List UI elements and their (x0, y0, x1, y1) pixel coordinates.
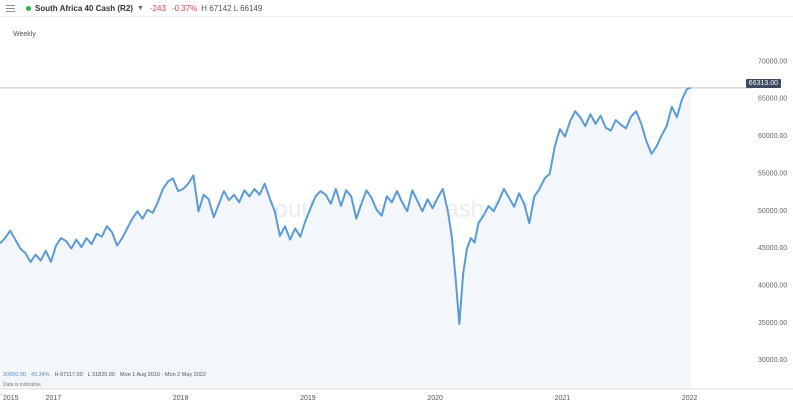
x-tick-label: 2015 (3, 395, 19, 401)
price-change-pct: -0.37% (171, 3, 198, 13)
high-low: H 67142 L 66149 (201, 3, 263, 13)
y-tick-label: 50000.00 (758, 208, 787, 215)
footer-high: H 67117.00 (54, 372, 83, 378)
price-change: -243 (149, 3, 166, 13)
footer-low: L 31825.00 (87, 372, 115, 378)
x-tick-label: 2017 (46, 395, 62, 401)
footer-change: 20050.00 (3, 372, 26, 378)
price-line (0, 86, 692, 325)
menu-icon[interactable] (6, 4, 15, 12)
footer-change-pct: 43.34% (30, 372, 50, 378)
price-chart[interactable]: South Africa 40 Cash (R2)30000.0035000.0… (0, 17, 793, 401)
y-tick-label: 30000.00 (758, 357, 787, 364)
instrument-header: South Africa 40 Cash (R2) ▼ -243 -0.37% … (0, 0, 793, 17)
footer-range: Mon 1 Aug 2016 - Mon 2 May 2022 (119, 372, 206, 378)
footer-stats: 20050.00 43.34% H 67117.00 L 31825.00 Mo… (3, 372, 206, 378)
x-tick-label: 2019 (300, 395, 316, 401)
market-status-dot (26, 5, 31, 11)
y-tick-label: 35000.00 (758, 320, 787, 327)
y-tick-label: 45000.00 (758, 245, 787, 252)
interval-label: Weekly (13, 31, 36, 38)
y-tick-label: 60000.00 (758, 133, 787, 140)
current-price-badge: 66313.00 (745, 79, 781, 88)
chevron-down-icon[interactable]: ▼ (136, 4, 144, 12)
price-area (0, 87, 691, 390)
x-tick-label: 2020 (427, 395, 443, 401)
y-tick-label: 70000.00 (758, 58, 787, 65)
x-tick-label: 2022 (682, 395, 698, 401)
y-tick-label: 65000.00 (758, 96, 787, 103)
disclaimer: Data is indicative (3, 382, 41, 388)
instrument-name[interactable]: South Africa 40 Cash (R2) (35, 3, 133, 13)
x-tick-label: 2021 (555, 395, 571, 401)
x-tick-label: 2018 (173, 395, 189, 401)
y-tick-label: 40000.00 (758, 282, 787, 289)
y-tick-label: 55000.00 (758, 170, 787, 177)
